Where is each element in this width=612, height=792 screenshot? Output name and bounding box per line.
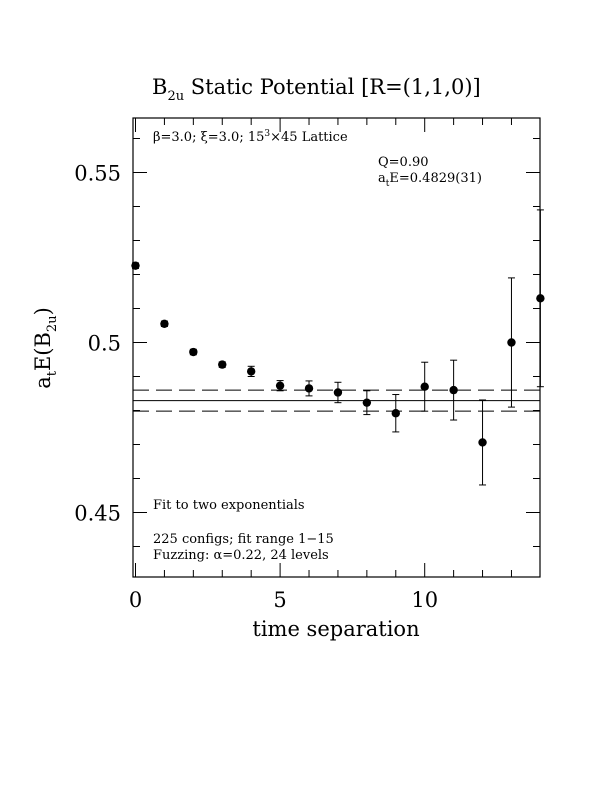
data-point [536, 294, 545, 303]
data-point [189, 347, 198, 357]
lattice-annotation: β=3.0; ξ=3.0; 153×45 Lattice [153, 129, 348, 145]
data-point [275, 381, 285, 390]
data-point [449, 385, 458, 395]
data-points [131, 209, 545, 486]
data-point [362, 398, 372, 407]
data-point [304, 384, 314, 393]
data-point [478, 438, 487, 447]
x-tick-label: 10 [411, 588, 438, 612]
energy-annotation: atE=0.4829(31) [378, 171, 482, 189]
y-tick-label: 0.5 [88, 332, 121, 356]
axis-ticks [133, 118, 540, 577]
data-point [218, 360, 227, 369]
fit-description: Fit to two exponentials [153, 498, 305, 513]
x-tick-label: 0 [129, 588, 142, 612]
q-annotation: Q=0.90 [378, 155, 429, 170]
configs-annotation: 225 configs; fit range 1−15 [153, 532, 334, 547]
fit-lines [133, 389, 540, 412]
data-point [160, 319, 169, 328]
data-point [333, 388, 343, 397]
data-point [391, 409, 400, 418]
tick-labels: 0 5 10 0.45 0.5 0.55 [74, 162, 438, 613]
x-axis-label: time separation [252, 617, 419, 641]
y-axis-label: atE(B2u) [31, 307, 60, 389]
data-point [420, 382, 429, 391]
y-tick-label: 0.45 [74, 502, 121, 526]
data-point [507, 338, 516, 347]
chart-title: B2u Static Potential [R=(1,1,0)] [152, 75, 481, 104]
y-tick-label: 0.55 [74, 162, 121, 186]
x-tick-label: 5 [273, 588, 286, 612]
data-point [131, 261, 140, 270]
data-point [246, 367, 256, 376]
fuzzing-annotation: Fuzzing: α=0.22, 24 levels [153, 548, 329, 563]
